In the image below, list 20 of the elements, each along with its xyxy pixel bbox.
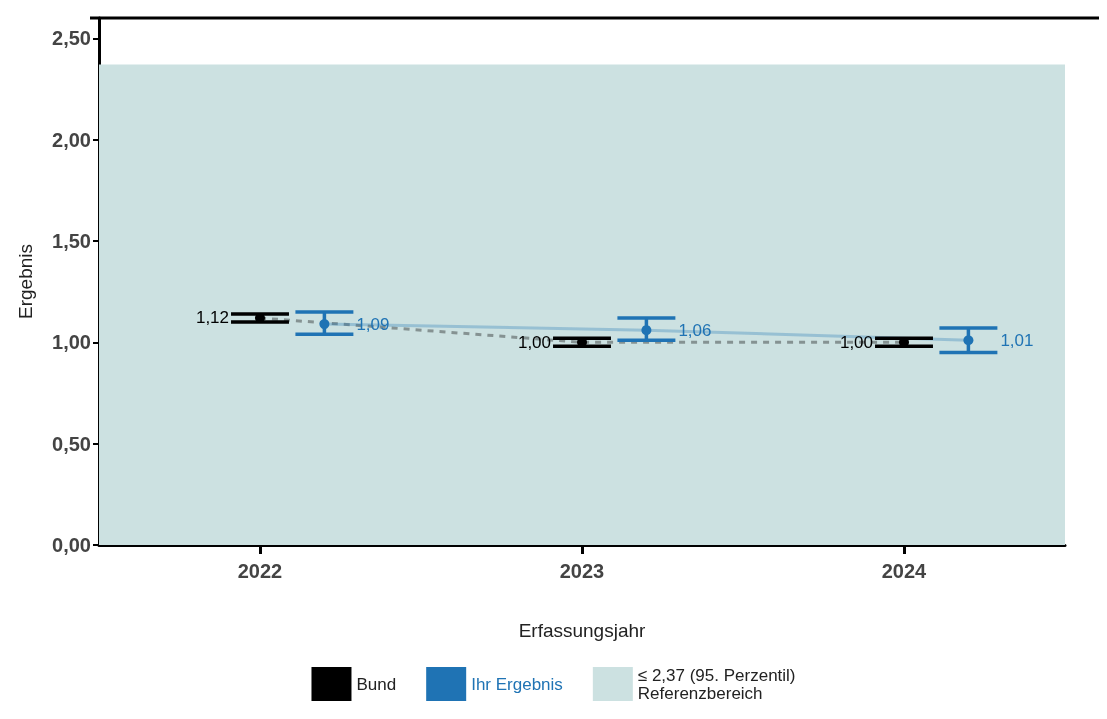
legend-label: ≤ 2,37 (95. Perzentil) Referenzbereich	[637, 665, 796, 703]
y-tick-label: 0,50	[52, 432, 91, 455]
data-label: 1,09	[356, 314, 390, 334]
x-tick-label: 2023	[559, 560, 605, 582]
y-tick-label: 0,00	[52, 534, 91, 556]
legend-label: Bund	[356, 674, 397, 694]
data-label: 1,00	[839, 332, 874, 352]
x-tick-label: 2022	[237, 560, 283, 582]
data-label: 1,12	[195, 308, 230, 328]
data-label: 1,01	[1000, 330, 1034, 350]
y-axis-title: Ergebnis	[15, 244, 36, 319]
y-tick-label: 2,00	[52, 128, 91, 151]
data-label: 1,00	[517, 332, 552, 352]
y-tick-label: 1,00	[52, 331, 91, 354]
x-axis-title: Erfassungsjahr	[518, 620, 647, 641]
y-tick-label: 2,50	[52, 27, 91, 50]
data-label: 1,06	[678, 320, 712, 340]
y-tick-label: 1,50	[52, 229, 91, 252]
x-tick-label: 2024	[881, 560, 928, 582]
legend-label: Ihr Ergebnis	[471, 674, 563, 694]
